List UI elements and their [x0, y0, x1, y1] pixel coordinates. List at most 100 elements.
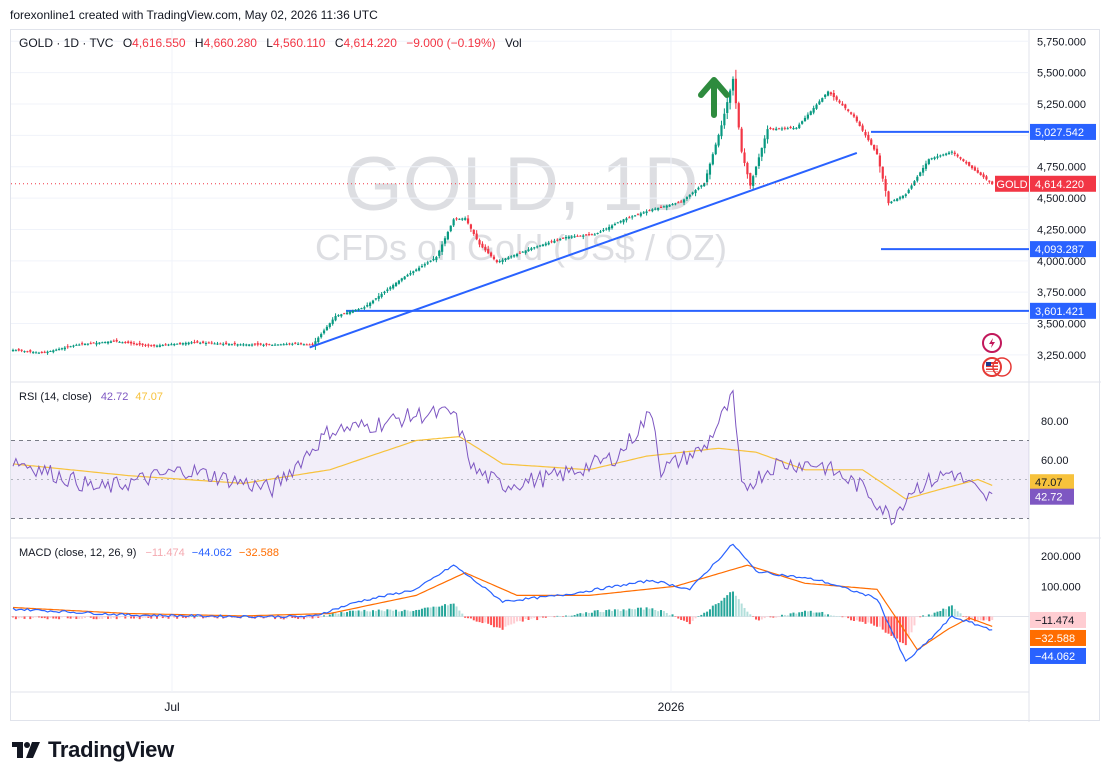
candle-body [268, 344, 271, 346]
macd-histogram-bar [812, 612, 815, 617]
us-flag-icon[interactable] [982, 357, 1012, 377]
macd-histogram-bar [167, 616, 170, 619]
horizontal-lines[interactable] [346, 130, 1029, 312]
candle-body [469, 224, 473, 229]
macd-histogram-bar [815, 612, 818, 617]
candle-body [112, 340, 115, 342]
price-axis[interactable]: 5,750.0005,500.0005,250.0005,000.0004,75… [995, 36, 1096, 664]
candle-body [374, 298, 377, 300]
macd-histogram-bar [46, 616, 49, 620]
macd-histogram-bar [305, 616, 308, 619]
macd-histogram-bar [245, 616, 248, 617]
macd-histogram-bar [314, 616, 317, 618]
candle-body [311, 343, 314, 345]
macd-histogram-bar [207, 616, 210, 618]
candle-body [849, 112, 853, 114]
candle-body [832, 92, 835, 98]
macd-histogram-bar [806, 611, 809, 617]
macd-histogram-bar [107, 616, 110, 619]
candle-body [533, 247, 536, 249]
macd-title: MACD (close, 12, 26, 9) −11.474 −44.062 … [19, 547, 279, 559]
candle-body [559, 238, 562, 241]
candle-body [26, 351, 29, 353]
macd-histogram-bar [737, 599, 740, 617]
candlestick-series [11, 69, 1029, 355]
candle-body [622, 219, 625, 223]
macd-histogram-bar [945, 609, 948, 617]
tradingview-logo[interactable]: TradingView [12, 737, 174, 763]
candle-body [178, 343, 182, 345]
macd-histogram-bar [884, 616, 887, 633]
macd-histogram-bar [631, 609, 634, 617]
candle-body [92, 342, 95, 344]
candle-body [314, 341, 317, 347]
level-badge [1030, 123, 1096, 140]
candle-body [536, 246, 539, 248]
chart-canvas[interactable]: GOLD, 1D CFDs on Gold (US$ / OZ) 5,750.0… [11, 30, 1101, 722]
macd-histogram-bar [648, 608, 651, 617]
macd-histogram-bar [467, 616, 470, 619]
macd-histogram-bar [510, 616, 513, 625]
candle-body [504, 258, 507, 261]
candle-body [605, 228, 608, 230]
macd-histogram-bar [190, 616, 193, 617]
legend-volume: Vol [505, 36, 522, 50]
macd-histogram-bar [873, 616, 876, 626]
chart-attribution: forexonline1 created with TradingView.co… [10, 8, 378, 22]
x-tick-label: 2026 [658, 700, 685, 714]
candle-body [132, 342, 136, 344]
candle-body [668, 204, 671, 207]
macd-histogram-bar [593, 610, 596, 617]
price-tick-label: 5,250.000 [1037, 99, 1086, 111]
macd-histogram-bar [547, 616, 550, 618]
macd-histogram-bar [383, 611, 386, 617]
macd-histogram-bar [432, 606, 435, 617]
candle-body [809, 111, 812, 115]
candle-body [703, 183, 706, 187]
macd-histogram-bar [881, 616, 884, 630]
macd-histogram-bar [910, 616, 913, 633]
candle-body [616, 222, 619, 224]
candle-body [651, 209, 654, 212]
candle-body [89, 343, 92, 345]
macd-histogram-bar [351, 610, 354, 617]
macd-histogram-bar [878, 616, 881, 627]
rsi-line [12, 389, 993, 526]
candle-body [210, 342, 213, 344]
candle-body [973, 167, 977, 171]
candle-body [933, 157, 936, 159]
candle-body [46, 351, 49, 354]
macd-histogram-bar [311, 616, 314, 619]
candle-body [968, 162, 971, 166]
candle-body [351, 310, 354, 313]
macd-value-label: −32.588 [1035, 633, 1075, 645]
macd-histogram-bar [492, 616, 495, 628]
candle-body [173, 343, 176, 346]
candle-body [726, 102, 729, 114]
alert-lightning-icon[interactable] [982, 333, 1002, 353]
macd-histogram-bar [487, 616, 490, 624]
legend-close-label: C [335, 36, 344, 50]
macd-histogram-bar [556, 615, 559, 617]
macd-histogram-bar [138, 616, 141, 620]
candle-body [812, 108, 815, 113]
macd-histogram-bar [104, 616, 107, 618]
candle-body [510, 256, 513, 258]
macd-histogram-bar [613, 609, 616, 617]
drawings[interactable] [309, 77, 858, 349]
macd-histogram-bar [49, 616, 52, 619]
candle-body [947, 152, 951, 155]
chart-frame[interactable]: GOLD, 1D CFDs on Gold (US$ / OZ) 5,750.0… [10, 29, 1101, 722]
macd-histogram-bar [320, 616, 323, 618]
candle-body [438, 250, 441, 256]
candle-body [697, 187, 700, 190]
macd-histogram-bar [176, 616, 179, 619]
candle-body [380, 293, 383, 297]
legend-low-label: L [266, 36, 273, 50]
candle-body [20, 349, 23, 351]
macd-histogram-bar [870, 616, 873, 624]
candle-body [40, 351, 43, 354]
candle-body [585, 234, 588, 236]
x-tick-label: Jul [164, 700, 179, 714]
macd-histogram-bar [896, 616, 899, 639]
